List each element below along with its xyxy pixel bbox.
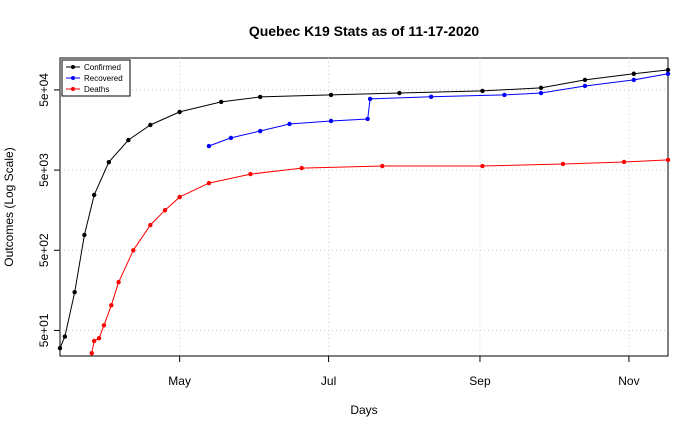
data-point [106, 160, 112, 165]
data-point [665, 67, 671, 73]
legend-swatch [71, 76, 75, 80]
data-point [480, 163, 485, 169]
data-point [631, 77, 637, 83]
y-axis-title: Outcomes (Log Scale) [2, 147, 16, 266]
legend-label: Deaths [84, 85, 109, 94]
data-point [126, 137, 131, 143]
legend-label: Confirmed [84, 63, 121, 72]
data-point [665, 71, 671, 76]
data-point [299, 165, 304, 171]
data-point [148, 122, 153, 128]
data-point [397, 90, 402, 96]
data-point [206, 180, 212, 186]
data-point [206, 143, 212, 149]
x-tick-label: Nov [618, 374, 639, 388]
legend-swatch [71, 87, 75, 91]
data-point [367, 96, 373, 102]
data-point [177, 109, 182, 115]
y-tick-label: 5e+02 [37, 233, 51, 267]
series-line [91, 159, 669, 354]
legend-swatch [71, 65, 75, 69]
x-tick-label: Sep [469, 374, 491, 388]
data-point [162, 207, 168, 213]
data-point [258, 94, 263, 100]
data-point [621, 159, 627, 165]
x-axis-title: Days [350, 403, 377, 417]
legend-label: Recovered [84, 74, 123, 83]
x-tick-label: May [168, 374, 191, 388]
data-point [109, 303, 114, 308]
y-tick-label: 5e+01 [37, 313, 51, 347]
data-point [131, 248, 136, 253]
x-tick-label: Jul [321, 374, 336, 388]
data-point [365, 116, 370, 122]
data-point [502, 92, 507, 98]
y-tick-label: 5e+04 [37, 73, 51, 107]
data-point [57, 346, 63, 351]
series-line [208, 73, 669, 147]
data-point [480, 88, 485, 94]
data-point [582, 77, 588, 83]
data-point [101, 323, 107, 328]
data-point [665, 157, 671, 163]
data-point [538, 90, 544, 96]
data-point [89, 351, 94, 356]
y-tick-label: 5e+03 [37, 153, 51, 187]
data-point [96, 336, 102, 341]
data-point [116, 279, 121, 285]
plot-frame [59, 57, 669, 357]
series-line [59, 69, 669, 349]
data-point [91, 338, 97, 344]
data-point [72, 289, 77, 295]
data-point [177, 194, 182, 200]
data-point [560, 161, 566, 167]
data-point [62, 334, 68, 339]
data-point [228, 135, 234, 141]
data-point [582, 83, 588, 89]
data-point [248, 171, 253, 177]
chart-title: Quebec K19 Stats as of 11-17-2020 [249, 23, 480, 39]
data-point [82, 232, 87, 238]
data-point [91, 192, 97, 198]
data-point [218, 99, 224, 105]
data-point [380, 163, 385, 169]
data-point [258, 128, 263, 134]
data-point [328, 92, 334, 98]
data-point [287, 121, 292, 127]
data-point [428, 94, 434, 100]
data-point [328, 118, 334, 124]
data-point [538, 85, 544, 91]
data-point [631, 71, 637, 76]
data-point [148, 222, 153, 228]
